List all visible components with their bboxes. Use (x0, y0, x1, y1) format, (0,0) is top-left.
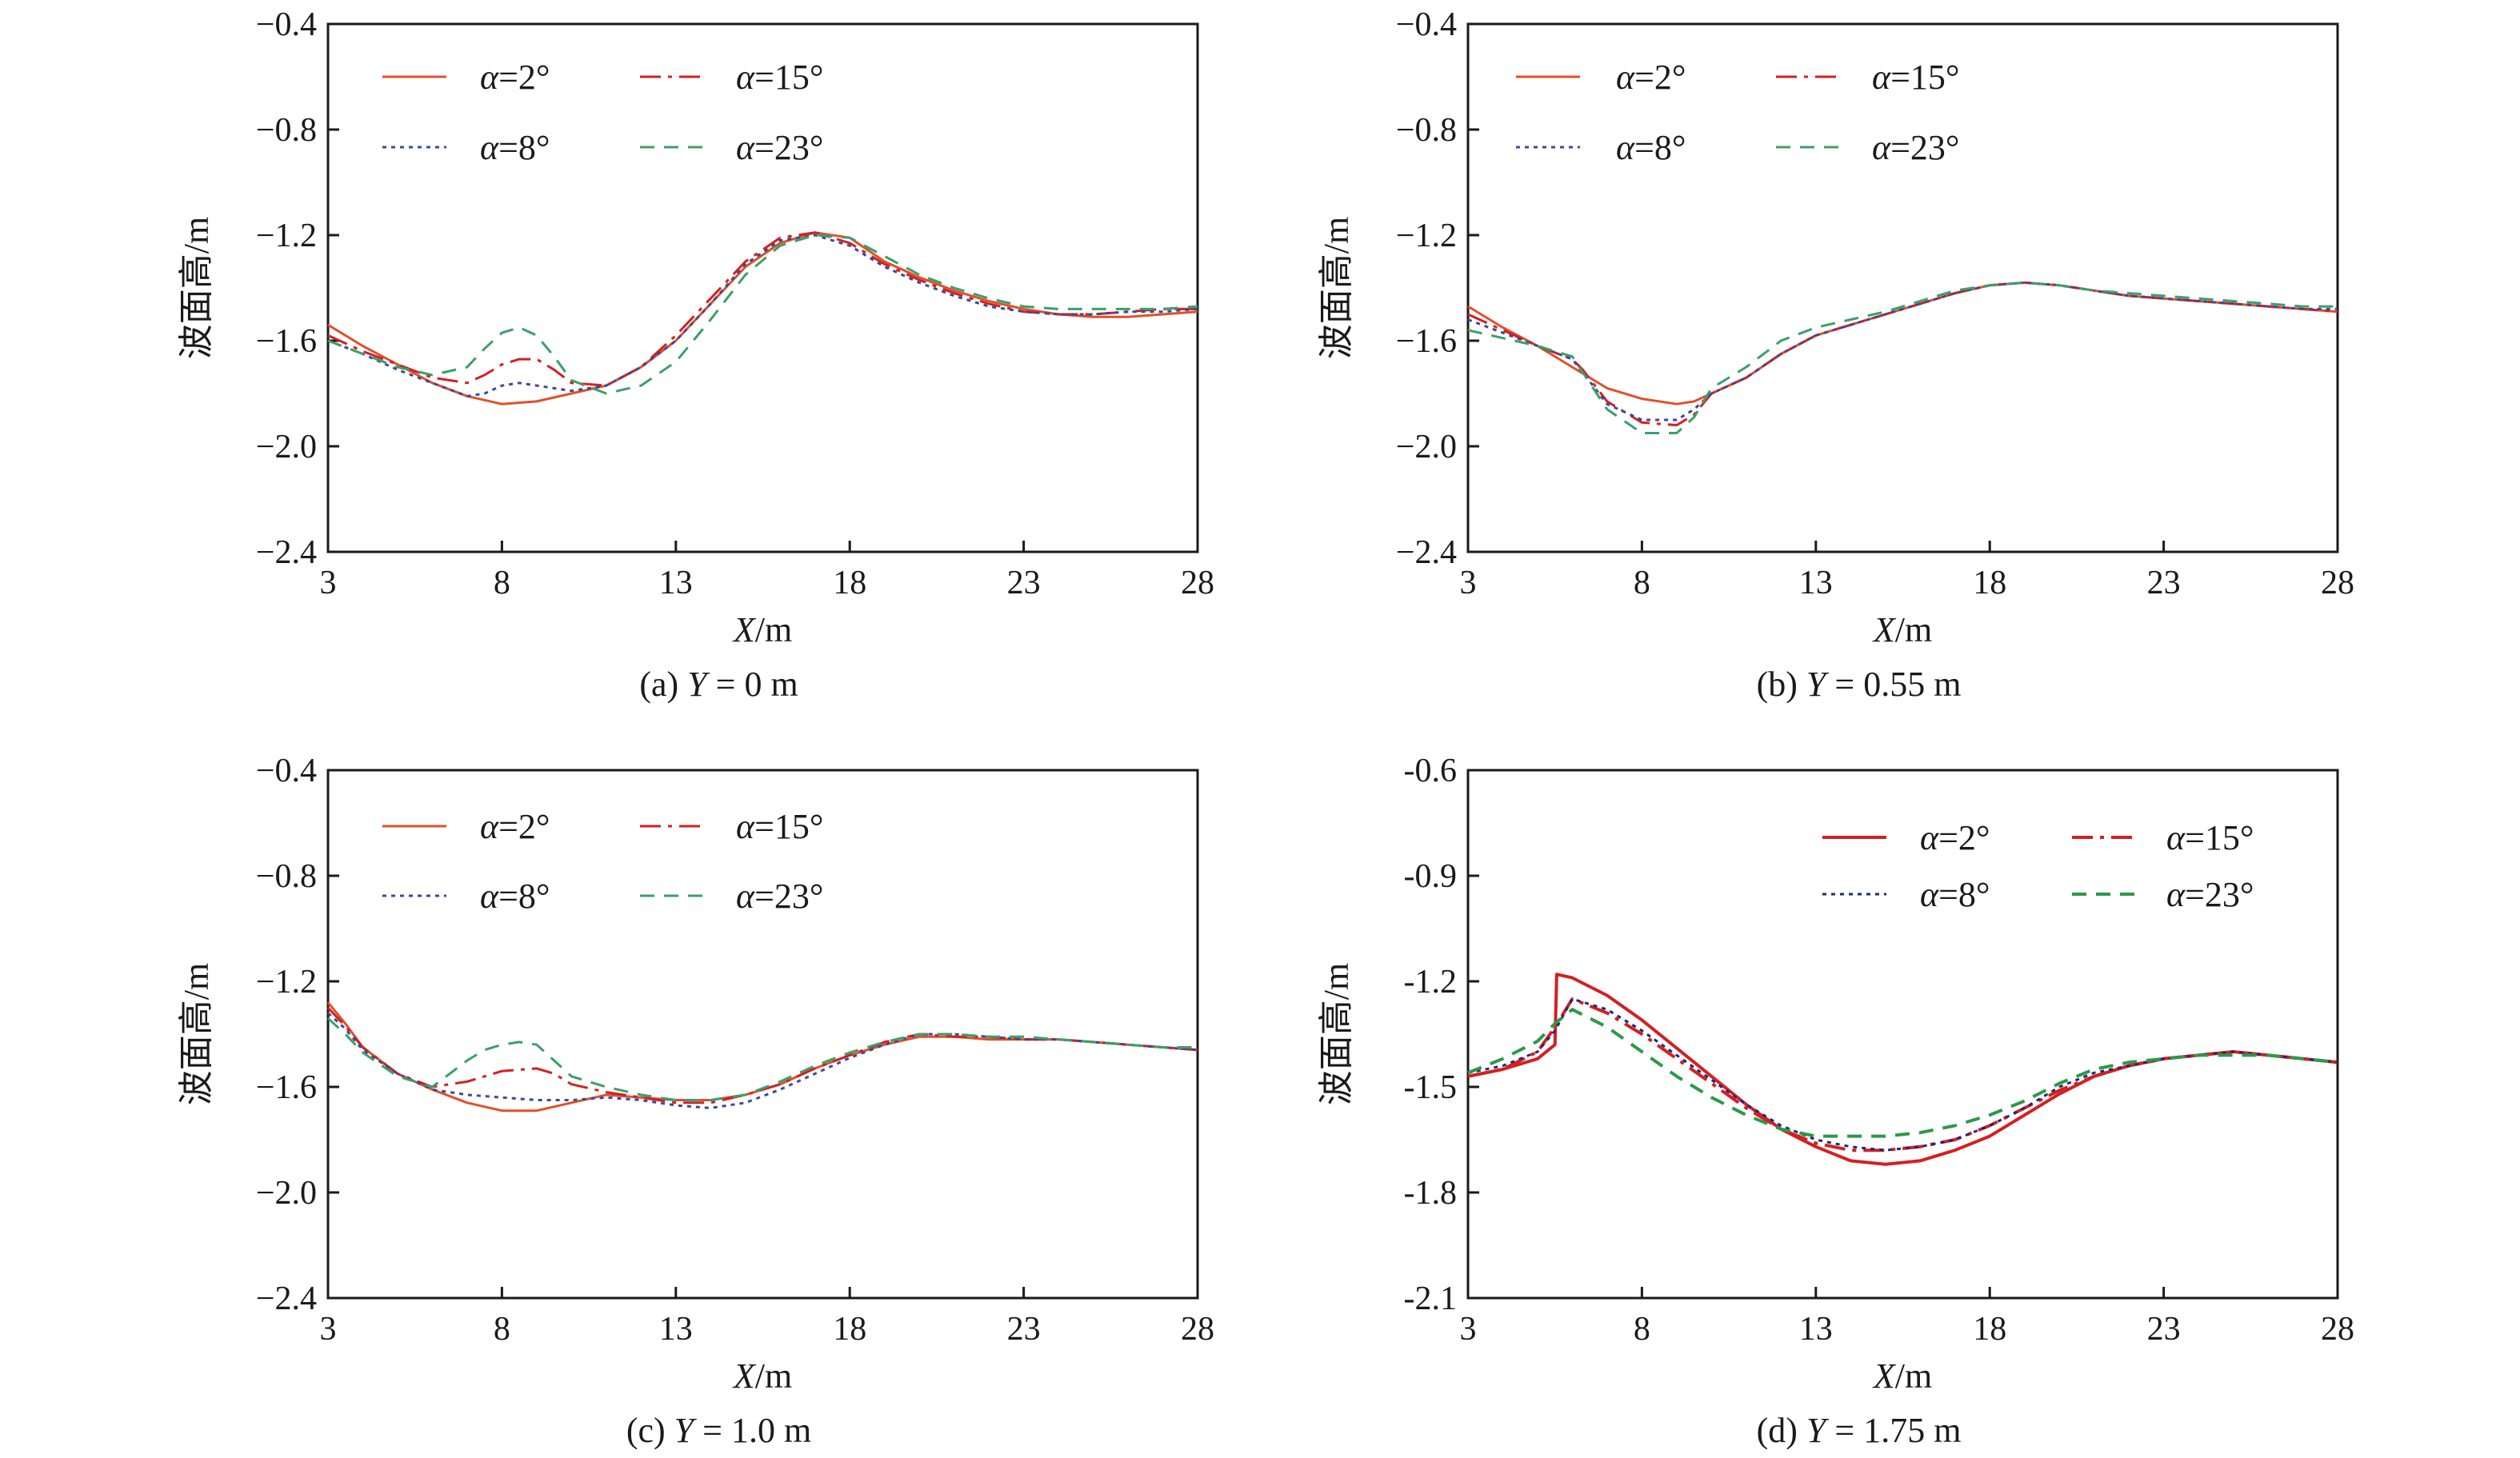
plot-frame (326, 22, 1199, 553)
legend-label: α=8° (480, 877, 550, 916)
legend-label: α=23° (1872, 128, 1960, 167)
x-tick-label: 3 (320, 565, 337, 601)
y-axis-label: 波面高/m (177, 217, 216, 359)
x-tick-label: 8 (1634, 565, 1650, 601)
y-tick-label: −1.2 (1396, 218, 1457, 254)
series-line-4 (1467, 281, 2338, 434)
y-tick-label: −2.4 (1396, 534, 1457, 571)
y-tick-label: -1.8 (1404, 1175, 1458, 1212)
series-line-4 (1467, 1008, 2338, 1138)
legend-label: α=15° (1872, 58, 1960, 97)
x-tick-label: 3 (320, 1311, 337, 1348)
legend-label: α=2° (480, 807, 550, 846)
y-tick-label: −0.8 (1396, 112, 1457, 149)
legend-label: α=23° (736, 128, 824, 167)
y-tick-label: -1.5 (1404, 1069, 1458, 1106)
y-tick-label: −0.4 (1396, 6, 1457, 43)
series-line-2 (327, 231, 1198, 387)
panel-caption: (c) Y = 1.0 m (626, 1411, 811, 1450)
x-tick-label: 18 (833, 565, 866, 601)
x-tick-label: 23 (2147, 1311, 2181, 1348)
panel-caption: (b) Y = 0.55 m (1757, 665, 1962, 704)
y-tick-label: -1.2 (1404, 964, 1458, 1001)
x-tick-label: 28 (1181, 565, 1214, 601)
y-tick-label: −0.8 (256, 858, 317, 895)
y-axis-label: 波面高/m (1317, 217, 1356, 359)
legend-label: α=15° (736, 807, 824, 846)
y-axis-label: 波面高/m (177, 963, 216, 1105)
y-tick-label: −1.6 (256, 323, 317, 360)
y-tick-label: −2.0 (256, 429, 317, 465)
plot-frame (1466, 769, 2339, 1300)
legend-label: α=15° (2166, 818, 2254, 857)
panel-caption: (a) Y = 0 m (639, 665, 798, 704)
y-tick-label: −2.0 (256, 1175, 317, 1212)
series-line-3 (1467, 281, 2338, 421)
y-tick-label: −1.6 (1396, 323, 1457, 360)
x-tick-label: 23 (2147, 565, 2181, 601)
panel-caption: (d) Y = 1.75 m (1757, 1411, 1962, 1450)
x-tick-label: 13 (659, 565, 693, 601)
series-line-3 (1467, 997, 2338, 1152)
y-tick-label: -2.1 (1404, 1280, 1458, 1317)
legend-label: α=2° (1616, 58, 1686, 97)
x-axis-label: X/m (732, 1356, 792, 1396)
x-tick-label: 28 (1181, 1311, 1214, 1348)
x-tick-label: 18 (1973, 1311, 2006, 1348)
x-tick-label: 18 (833, 1311, 866, 1348)
series-line-1 (326, 1001, 1198, 1112)
y-tick-label: −1.6 (256, 1069, 317, 1106)
series-line-2 (326, 1006, 1198, 1104)
y-tick-label: −2.0 (1396, 429, 1457, 465)
y-tick-label: −0.4 (256, 6, 317, 43)
x-tick-label: 8 (494, 565, 510, 601)
series-line-4 (327, 234, 1198, 395)
chart-panel-3: −0.4 −0.8 −1.2 −1.6 −2.0 −2.43 8 13 18 23 28 X/m 波面高… (177, 753, 1214, 1450)
legend-label: α=23° (2166, 875, 2254, 914)
legend-label: α=23° (736, 877, 824, 916)
legend-label: α=8° (1616, 128, 1686, 167)
legend-label: α=8° (1920, 875, 1990, 914)
y-axis-label: 波面高/m (1317, 963, 1356, 1105)
series-line-3 (327, 234, 1198, 397)
chart-panel-2: −0.4 −0.8 −1.2 −1.6 −2.0 −2.43 8 13 18 23 28 X/m 波面高… (1317, 6, 2354, 704)
y-tick-label: −2.4 (256, 534, 317, 571)
chart-panel-1: −0.4 −0.8 −1.2 −1.6 −2.0 −2.43 8 13 18 23 28 X/m 波面高… (177, 6, 1214, 704)
y-tick-label: −1.2 (256, 964, 317, 1001)
x-tick-label: 18 (1973, 565, 2006, 601)
x-tick-label: 13 (659, 1311, 693, 1348)
x-axis-label: X/m (732, 610, 792, 649)
y-tick-label: -0.6 (1404, 753, 1458, 789)
series-line-1 (327, 231, 1198, 405)
y-tick-label: −0.4 (256, 753, 317, 789)
y-tick-label: −1.2 (256, 218, 317, 254)
series-line-3 (326, 1012, 1198, 1109)
legend-label: α=8° (480, 128, 550, 167)
y-tick-label: −2.4 (256, 1280, 317, 1317)
y-tick-label: -0.9 (1404, 858, 1458, 895)
x-tick-label: 28 (2321, 565, 2354, 601)
x-tick-label: 23 (1007, 1311, 1041, 1348)
series-line-2 (1467, 281, 2338, 427)
x-tick-label: 8 (494, 1311, 510, 1348)
x-tick-label: 8 (1634, 1311, 1650, 1348)
legend-label: α=2° (480, 58, 550, 97)
plot-frame (326, 769, 1199, 1300)
plot-frame (1466, 22, 2339, 553)
x-axis-label: X/m (1872, 610, 1932, 649)
legend-label: α=15° (736, 58, 824, 97)
x-tick-label: 3 (1460, 1311, 1477, 1348)
x-tick-label: 23 (1007, 565, 1041, 601)
y-tick-label: −0.8 (256, 112, 317, 149)
x-tick-label: 13 (1799, 565, 1833, 601)
series-line-4 (326, 1017, 1198, 1101)
legend-label: α=2° (1920, 818, 1990, 857)
x-tick-label: 3 (1460, 565, 1477, 601)
x-tick-label: 28 (2321, 1311, 2354, 1348)
x-tick-label: 13 (1799, 1311, 1833, 1348)
chart-panel-4: -0.6 -0.9 -1.2 -1.5 -1.8 -2.13 8 13 18 23 28 X/m 波面高… (1317, 753, 2354, 1450)
x-axis-label: X/m (1872, 1356, 1932, 1396)
